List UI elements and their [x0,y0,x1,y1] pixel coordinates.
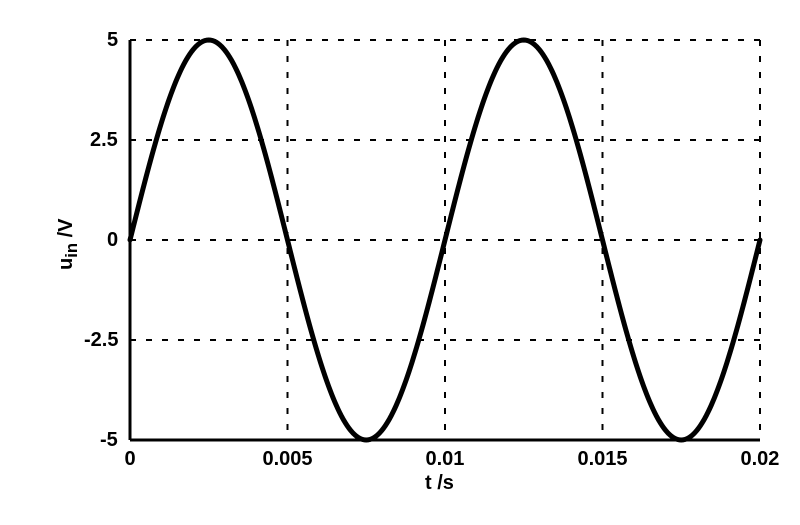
sine-chart: 0 0.005 0.01 0.015 0.02 -5 -2.5 0 2.5 5 t /s uin /V [0,0,800,525]
y-tick-0: -5 [100,429,118,452]
x-tick-2: 0.01 [426,448,465,471]
x-tick-4: 0.02 [741,448,780,471]
y-tick-4: 5 [107,29,118,52]
y-tick-3: 2.5 [90,129,118,152]
chart-svg [0,0,800,525]
x-tick-0: 0 [125,448,136,471]
y-tick-1: -2.5 [84,329,118,352]
x-tick-1: 0.005 [263,448,313,471]
y-tick-2: 0 [107,229,118,252]
x-axis-label: t /s [425,472,454,495]
y-axis-label: uin /V [55,219,82,270]
x-tick-3: 0.015 [578,448,628,471]
